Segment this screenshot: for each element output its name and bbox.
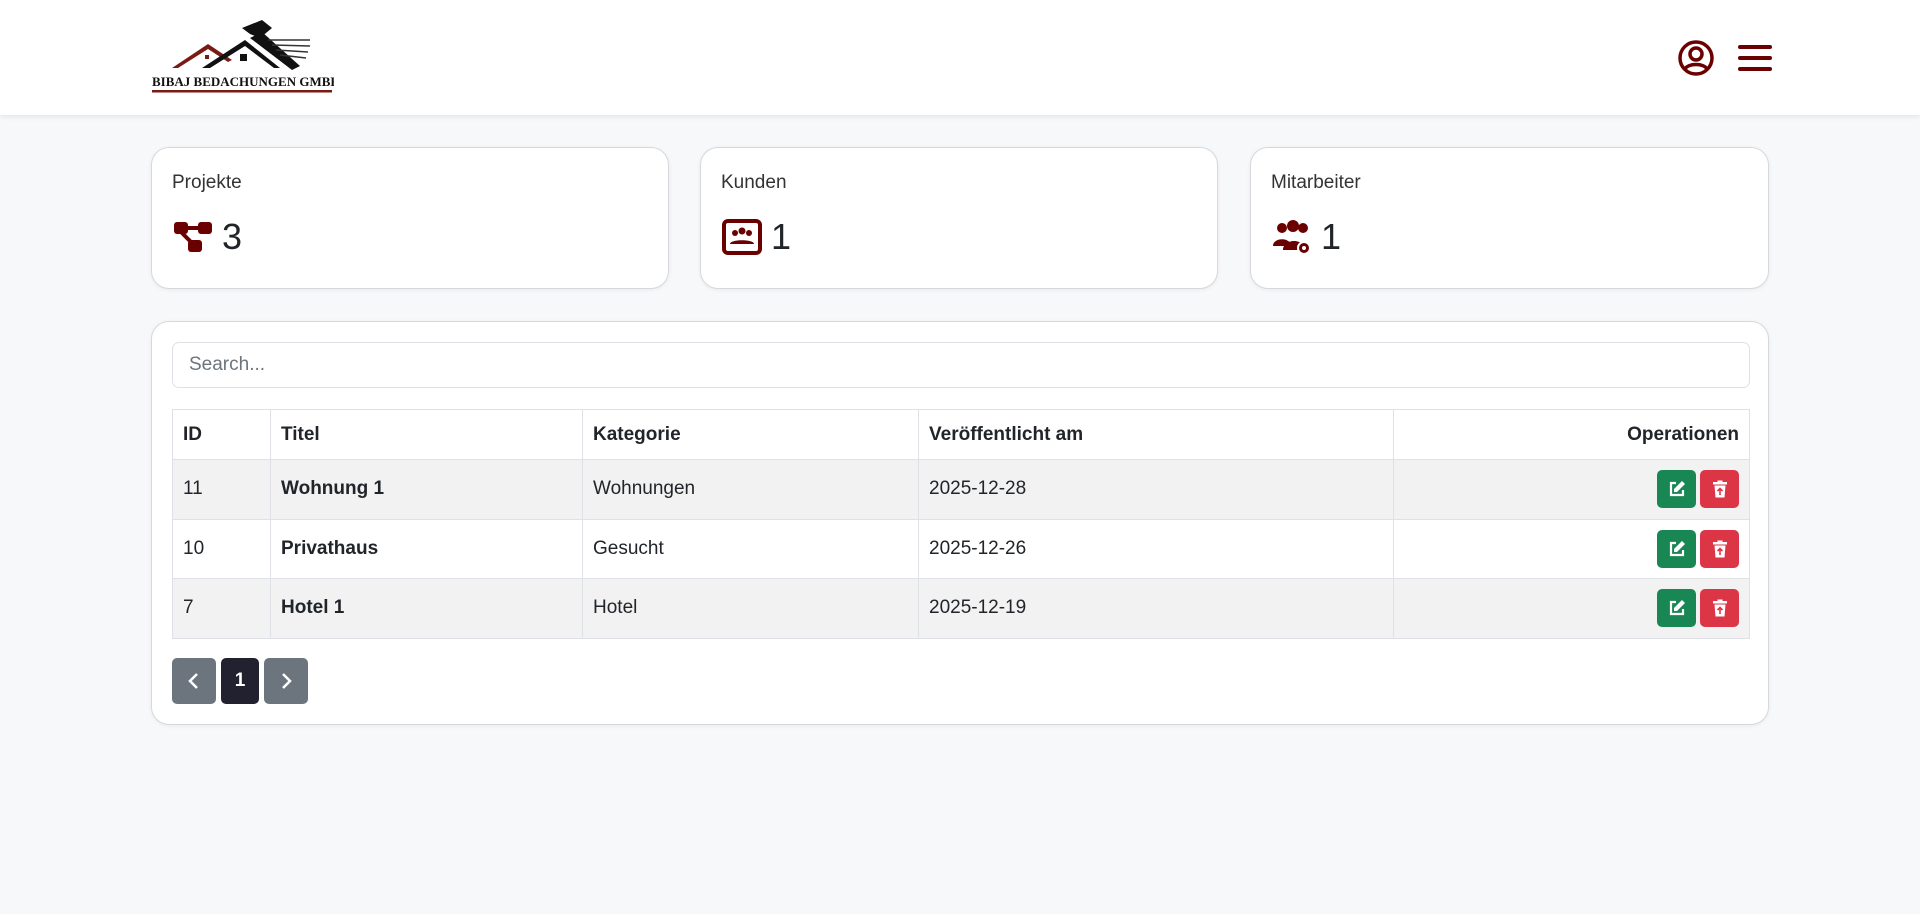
cell-id: 11	[172, 459, 271, 520]
cell-id: 10	[172, 518, 271, 579]
stat-card-mitarbeiter: Mitarbeiter 1	[1250, 147, 1769, 289]
search-input[interactable]	[172, 342, 1750, 388]
table-row: 7 Hotel 1 Hotel 2025-12-19	[172, 578, 1750, 639]
edit-icon	[1669, 481, 1685, 497]
cell-date: 2025-12-28	[918, 459, 1394, 520]
trash-icon	[1712, 480, 1727, 498]
stat-label: Kunden	[721, 172, 787, 193]
page-1-button[interactable]: 1	[221, 658, 259, 704]
trash-icon	[1712, 540, 1727, 558]
edit-button[interactable]	[1657, 470, 1696, 509]
top-header: BIBAJ BEDACHUNGEN GMBH	[0, 0, 1920, 115]
stat-card-kunden: Kunden 1	[700, 147, 1218, 289]
edit-icon	[1669, 600, 1685, 616]
stat-value: 1	[771, 216, 792, 257]
stat-value: 3	[222, 216, 243, 257]
users-gear-icon	[1273, 220, 1311, 255]
cell-category: Gesucht	[582, 518, 919, 579]
chevron-left-icon	[188, 673, 198, 689]
company-logo[interactable]: BIBAJ BEDACHUNGEN GMBH	[150, 18, 334, 96]
trash-icon	[1712, 599, 1727, 617]
cell-title: Wohnung 1	[270, 459, 583, 520]
next-page-button[interactable]	[264, 658, 308, 704]
customers-board-icon	[722, 219, 762, 255]
cell-category: Wohnungen	[582, 459, 919, 520]
cell-title: Hotel 1	[270, 578, 583, 639]
projects-table: ID Titel Kategorie Veröffentlicht am Ope…	[172, 409, 1750, 639]
hamburger-menu-icon[interactable]	[1735, 38, 1775, 78]
chevron-right-icon	[282, 673, 292, 689]
table-row: 10 Privathaus Gesucht 2025-12-26	[172, 518, 1750, 579]
edit-button[interactable]	[1657, 589, 1696, 628]
col-titel[interactable]: Titel	[270, 409, 583, 460]
user-circle-icon[interactable]	[1676, 38, 1716, 78]
cell-operations	[1393, 459, 1750, 520]
cell-id: 7	[172, 578, 271, 639]
table-row: 11 Wohnung 1 Wohnungen 2025-12-28	[172, 459, 1750, 520]
project-diagram-icon	[174, 222, 212, 252]
stat-card-projekte: Projekte 3	[151, 147, 669, 289]
edit-button[interactable]	[1657, 529, 1696, 568]
delete-button[interactable]	[1700, 589, 1739, 628]
svg-text:BIBAJ BEDACHUNGEN GMBH: BIBAJ BEDACHUNGEN GMBH	[152, 74, 334, 89]
delete-button[interactable]	[1700, 529, 1739, 568]
stat-value: 1	[1321, 216, 1342, 257]
edit-icon	[1669, 540, 1685, 556]
col-id[interactable]: ID	[172, 409, 271, 460]
col-operationen: Operationen	[1393, 409, 1750, 460]
cell-title: Privathaus	[270, 518, 583, 579]
col-kategorie[interactable]: Kategorie	[582, 409, 919, 460]
prev-page-button[interactable]	[172, 658, 216, 704]
cell-date: 2025-12-19	[918, 578, 1394, 639]
stat-label: Mitarbeiter	[1271, 172, 1361, 193]
table-header-row: ID Titel Kategorie Veröffentlicht am Ope…	[172, 409, 1750, 460]
projects-panel: ID Titel Kategorie Veröffentlicht am Ope…	[151, 321, 1769, 725]
cell-operations	[1393, 518, 1750, 579]
delete-button[interactable]	[1700, 470, 1739, 509]
stat-label: Projekte	[172, 172, 242, 193]
cell-category: Hotel	[582, 578, 919, 639]
pagination: 1	[172, 658, 308, 704]
cell-date: 2025-12-26	[918, 518, 1394, 579]
col-date[interactable]: Veröffentlicht am	[918, 409, 1394, 460]
cell-operations	[1393, 578, 1750, 639]
